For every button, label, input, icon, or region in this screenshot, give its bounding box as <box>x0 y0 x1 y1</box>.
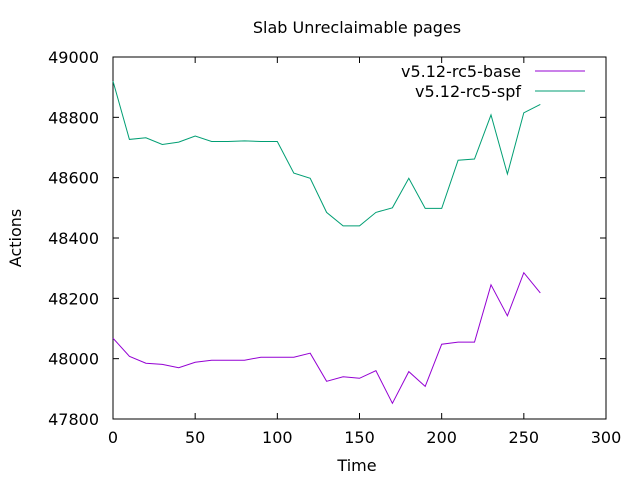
y-tick-label: 48200 <box>48 289 99 308</box>
series-line-v5.12-rc5-spf <box>112 80 541 227</box>
plot-frame <box>112 56 607 420</box>
y-tick-label: 48400 <box>48 229 99 248</box>
x-axis-label: Time <box>336 456 376 475</box>
y-tick-label: 49000 <box>48 48 99 67</box>
axis-ticks: 0 50 100 150 200 250 300 47800 48000 48200 48400 48… <box>48 48 621 447</box>
x-tick-label: 250 <box>509 428 540 447</box>
x-tick-label: 200 <box>426 428 457 447</box>
x-tick-label: 100 <box>262 428 293 447</box>
chart-title: Slab Unreclaimable pages <box>253 18 461 37</box>
x-tick-label: 50 <box>185 428 205 447</box>
y-tick-label: 48000 <box>48 350 99 369</box>
legend-label: v5.12-rc5-base <box>401 62 521 81</box>
y-tick-label: 48600 <box>48 169 99 188</box>
y-tick-label: 48800 <box>48 108 99 127</box>
series-line-v5.12-rc5-base <box>112 271 541 405</box>
legend-label: v5.12-rc5-spf <box>415 82 521 101</box>
y-tick-label: 47800 <box>48 410 99 429</box>
x-tick-label: 0 <box>108 428 118 447</box>
x-tick-label: 150 <box>344 428 375 447</box>
y-axis-label: Actions <box>6 209 25 267</box>
series-layer <box>112 80 541 405</box>
x-tick-label: 300 <box>591 428 622 447</box>
